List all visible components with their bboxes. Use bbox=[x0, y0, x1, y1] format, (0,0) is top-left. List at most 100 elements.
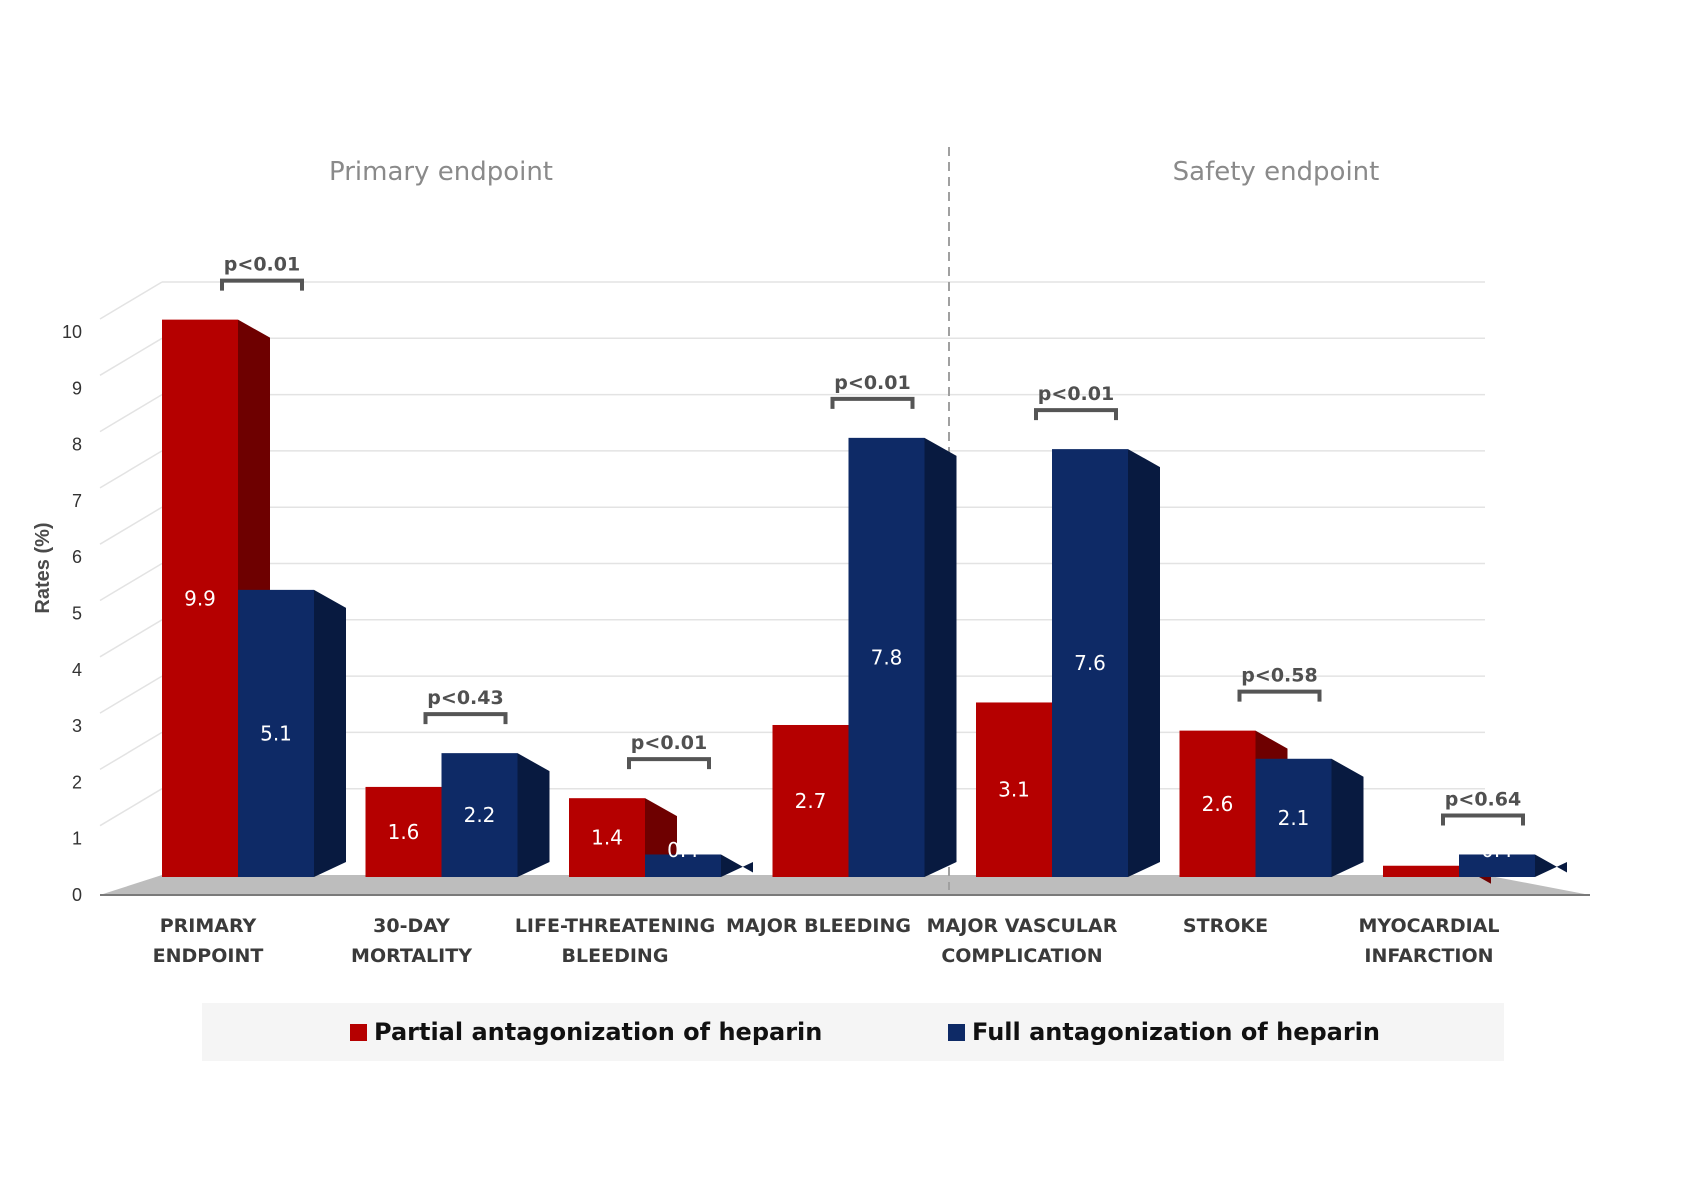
p-value-label: p<0.43 bbox=[427, 687, 503, 709]
p-value-label: p<0.01 bbox=[834, 372, 910, 394]
bar-value-label: 7.6 bbox=[1074, 651, 1106, 675]
category-label-line: MYOCARDIAL bbox=[1358, 915, 1499, 937]
p-value-bracket: p<0.01 bbox=[220, 254, 304, 291]
y-tick-label: 4 bbox=[72, 660, 82, 680]
bar-value-label: 2.7 bbox=[795, 789, 827, 813]
category-label: STROKE bbox=[1183, 915, 1268, 937]
bar: 2.1 bbox=[1255, 758, 1364, 877]
bar-front bbox=[238, 589, 314, 877]
bar-side bbox=[1128, 449, 1160, 877]
p-value-label: p<0.58 bbox=[1241, 665, 1317, 687]
bar-front bbox=[1179, 730, 1256, 877]
category-label: 30-DAY MORTALITY bbox=[351, 915, 472, 967]
grid-line bbox=[99, 281, 163, 320]
bar-front bbox=[441, 753, 518, 877]
category-label-line: STROKE bbox=[1183, 915, 1268, 937]
y-tick-label: 3 bbox=[72, 716, 82, 736]
grid-line bbox=[99, 337, 163, 376]
bar: 0.4 bbox=[645, 838, 753, 877]
bar-front bbox=[772, 724, 849, 877]
category-label: MYOCARDIAL INFARCTION bbox=[1358, 915, 1499, 967]
category-label: MAJOR VASCULAR COMPLICATION bbox=[927, 915, 1118, 967]
legend: Partial antagonization of heparin Full a… bbox=[202, 1003, 1504, 1061]
legend-item-partial: Partial antagonization of heparin bbox=[350, 1003, 822, 1061]
bar-front bbox=[1052, 449, 1128, 877]
category-label: PRIMARY ENDPOINT bbox=[153, 915, 264, 967]
category-label-line: MORTALITY bbox=[351, 945, 472, 967]
category-label-line: BLEEDING bbox=[562, 945, 669, 967]
p-value-label: p<0.01 bbox=[224, 254, 300, 276]
bar: 0.4 bbox=[1459, 838, 1567, 877]
floor-plane bbox=[100, 875, 1590, 895]
grid-line bbox=[99, 562, 163, 602]
bar-side bbox=[721, 854, 753, 877]
grid-line bbox=[99, 506, 163, 545]
category-label: MAJOR BLEEDING bbox=[726, 915, 911, 937]
grid-lines bbox=[99, 281, 1485, 827]
p-value-bracket: p<0.01 bbox=[1034, 383, 1118, 421]
bar: 2.2 bbox=[441, 753, 550, 877]
y-tick-label: 1 bbox=[72, 829, 82, 849]
category-label-line: MAJOR BLEEDING bbox=[726, 915, 911, 937]
bar-value-label: 5.1 bbox=[260, 721, 292, 745]
bar-front bbox=[365, 786, 442, 877]
grid-line bbox=[99, 788, 163, 827]
bar-value-label: 1.4 bbox=[591, 826, 623, 850]
category-label-line: LIFE-THREATENING bbox=[515, 915, 715, 937]
bar-front bbox=[976, 702, 1052, 877]
bar-value-label: 2.6 bbox=[1202, 792, 1234, 816]
bar-side bbox=[517, 753, 550, 877]
p-value-bracket: p<0.58 bbox=[1237, 665, 1322, 702]
category-label: LIFE-THREATENING BLEEDING bbox=[515, 915, 715, 967]
category-label-line: MAJOR VASCULAR bbox=[927, 915, 1118, 937]
grid-line bbox=[99, 731, 163, 771]
bar-value-label: 0.4 bbox=[667, 838, 699, 862]
bar-value-label: 2.1 bbox=[1278, 806, 1310, 830]
category-label-line: COMPLICATION bbox=[941, 945, 1102, 967]
y-tick-label: 0 bbox=[72, 885, 82, 905]
y-tick-label: 9 bbox=[72, 378, 82, 398]
p-value-label: p<0.01 bbox=[631, 732, 707, 754]
p-value-label: p<0.64 bbox=[1445, 788, 1521, 810]
bar: 5.1 bbox=[238, 589, 346, 877]
p-value-bracket: p<0.64 bbox=[1441, 788, 1525, 826]
legend-swatch-partial bbox=[350, 1023, 367, 1041]
bar-front bbox=[162, 319, 238, 877]
bar-value-label: 0.4 bbox=[1481, 838, 1513, 862]
grid-line bbox=[99, 393, 163, 433]
section-title-safety: Safety endpoint bbox=[1173, 157, 1380, 187]
y-tick-label: 6 bbox=[72, 547, 82, 567]
bar-side bbox=[1535, 854, 1567, 877]
y-tick-label: 2 bbox=[72, 772, 82, 792]
category-label-line: INFARCTION bbox=[1364, 945, 1493, 967]
bar-value-label: 3.1 bbox=[998, 778, 1030, 802]
p-value-annotations: p<0.01 p<0.43 p<0.01 p<0.01 p<0.01 p<0.58 p<0.… bbox=[220, 254, 1525, 826]
y-tick-label: 7 bbox=[72, 491, 82, 511]
category-label-line: PRIMARY bbox=[160, 915, 257, 937]
p-value-label: p<0.01 bbox=[1038, 383, 1114, 405]
category-labels: PRIMARY ENDPOINT 30-DAY MORTALITY LIFE-THREA… bbox=[153, 915, 1500, 967]
p-value-bracket: p<0.01 bbox=[627, 732, 711, 770]
p-value-bracket: p<0.43 bbox=[423, 687, 508, 725]
bar-front bbox=[569, 798, 645, 877]
legend-label-full: Full antagonization of heparin bbox=[972, 1018, 1380, 1046]
section-title-primary: Primary endpoint bbox=[329, 157, 553, 187]
bar-front bbox=[1255, 758, 1332, 877]
grid-line bbox=[99, 675, 163, 714]
bar-value-label: 7.8 bbox=[871, 645, 903, 669]
bar-front bbox=[1459, 854, 1535, 877]
bar-front bbox=[645, 854, 721, 877]
bar: 7.6 bbox=[1052, 449, 1160, 877]
bar-value-label: 0.2 bbox=[1405, 838, 1437, 862]
grid-line bbox=[99, 450, 163, 489]
y-axis: 0 1 2 3 4 5 6 7 8 9 10 bbox=[62, 322, 82, 905]
category-label-line: 30-DAY bbox=[373, 915, 450, 937]
bar-front bbox=[848, 437, 925, 877]
bar-value-label: 2.2 bbox=[464, 803, 496, 827]
p-value-bracket: p<0.01 bbox=[830, 372, 915, 409]
chart-floor bbox=[100, 875, 1590, 896]
bar-front bbox=[1383, 865, 1459, 877]
bar: 7.8 bbox=[848, 437, 957, 877]
bar-value-label: 1.6 bbox=[388, 820, 420, 844]
